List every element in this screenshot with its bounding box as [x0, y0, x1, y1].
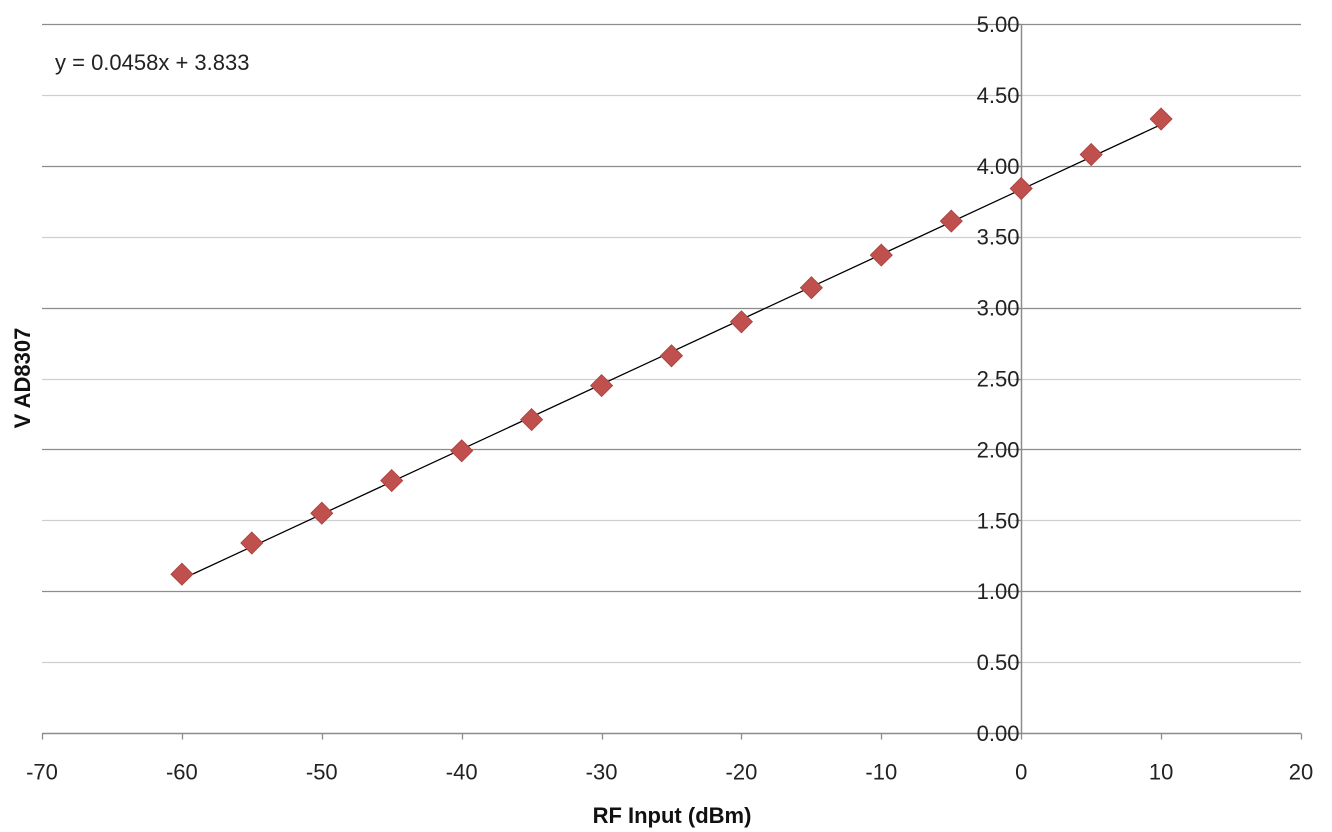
data-points	[170, 107, 1173, 586]
x-tick-label: -40	[446, 760, 478, 785]
y-tick-label: 4.50	[977, 83, 1020, 108]
data-point-diamond	[1079, 142, 1103, 167]
x-tick-label: -20	[726, 760, 758, 785]
data-point-diamond	[240, 531, 264, 555]
axes	[41, 23, 1303, 740]
y-tick-label: 3.50	[977, 225, 1020, 250]
x-tick-label: -60	[166, 760, 198, 785]
y-tick-label: 2.00	[977, 437, 1020, 462]
trendline-equation: y = 0.0458x + 3.833	[55, 50, 250, 75]
data-point-diamond	[1149, 107, 1173, 131]
gridlines	[42, 23, 1301, 664]
x-tick-label: -70	[26, 760, 58, 785]
y-tick-label: 2.50	[977, 367, 1020, 392]
y-tick-label: 1.50	[977, 508, 1020, 533]
y-tick-label: 3.00	[977, 296, 1020, 321]
data-point-diamond	[939, 209, 963, 233]
x-tick-label: 20	[1289, 760, 1313, 785]
data-point-diamond	[799, 276, 823, 300]
data-point-diamond	[170, 562, 194, 586]
data-point-diamond	[380, 469, 404, 493]
data-point-diamond	[310, 501, 334, 525]
y-axis-title: V AD8307	[10, 328, 35, 429]
y-tick-label: 4.00	[977, 154, 1020, 179]
x-tick-label: -10	[865, 760, 897, 785]
data-point-diamond	[450, 439, 474, 463]
x-tick-label: -30	[586, 760, 618, 785]
y-tick-label: 1.00	[977, 579, 1020, 604]
data-point-diamond	[520, 408, 544, 432]
x-tick-label: 10	[1149, 760, 1173, 785]
data-point-diamond	[1009, 176, 1033, 201]
data-point-diamond	[659, 344, 684, 368]
data-point-diamond	[590, 374, 614, 398]
x-tick-label: -50	[306, 760, 338, 785]
y-tick-label: 0.00	[977, 721, 1020, 746]
data-point-diamond	[729, 310, 753, 334]
x-tick-labels: -70 -60 -50 -40 -30 -20 -10 0 10 20	[26, 760, 1313, 785]
x-tick-label: 0	[1015, 760, 1027, 785]
x-axis-title: RF Input (dBm)	[593, 803, 752, 828]
y-tick-labels: 0.00 0.50 1.00 1.50 2.00 2.50 3.00 3.50 4.00 4.50…	[977, 12, 1020, 746]
y-tick-label: 5.00	[977, 12, 1020, 37]
y-tick-label: 0.50	[977, 650, 1020, 675]
data-point-diamond	[869, 243, 893, 267]
